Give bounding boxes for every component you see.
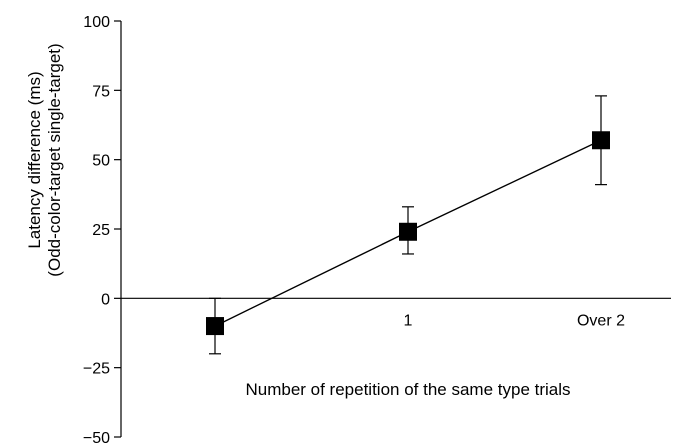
axes [120, 21, 671, 437]
y-axis-title: Latency difference (ms) (Odd-color-targe… [25, 43, 64, 276]
x-axis-title: Number of repetition of the same type tr… [245, 380, 570, 399]
y-ticks: 100 75 50 25 0 −25 −50 [83, 14, 121, 447]
y-tick-label: −50 [83, 430, 110, 447]
y-axis-title-line-1: Latency difference (ms) [25, 71, 44, 248]
y-tick-label: 25 [92, 222, 110, 239]
y-tick-label: −25 [83, 361, 110, 378]
data-point [592, 131, 610, 150]
y-tick-label: 100 [83, 14, 110, 31]
y-tick-label: 50 [92, 153, 110, 170]
x-ticks: 1 Over 2 [404, 312, 626, 329]
y-tick-label: 0 [101, 291, 110, 308]
x-tick-label: 1 [404, 312, 413, 329]
x-tick-label: Over 2 [577, 312, 625, 329]
data-points [206, 131, 610, 336]
data-point [399, 222, 417, 241]
y-axis-title-line-2: (Odd-color-target single-target) [45, 43, 64, 276]
data-point [206, 317, 224, 336]
y-tick-label: 75 [92, 83, 110, 100]
